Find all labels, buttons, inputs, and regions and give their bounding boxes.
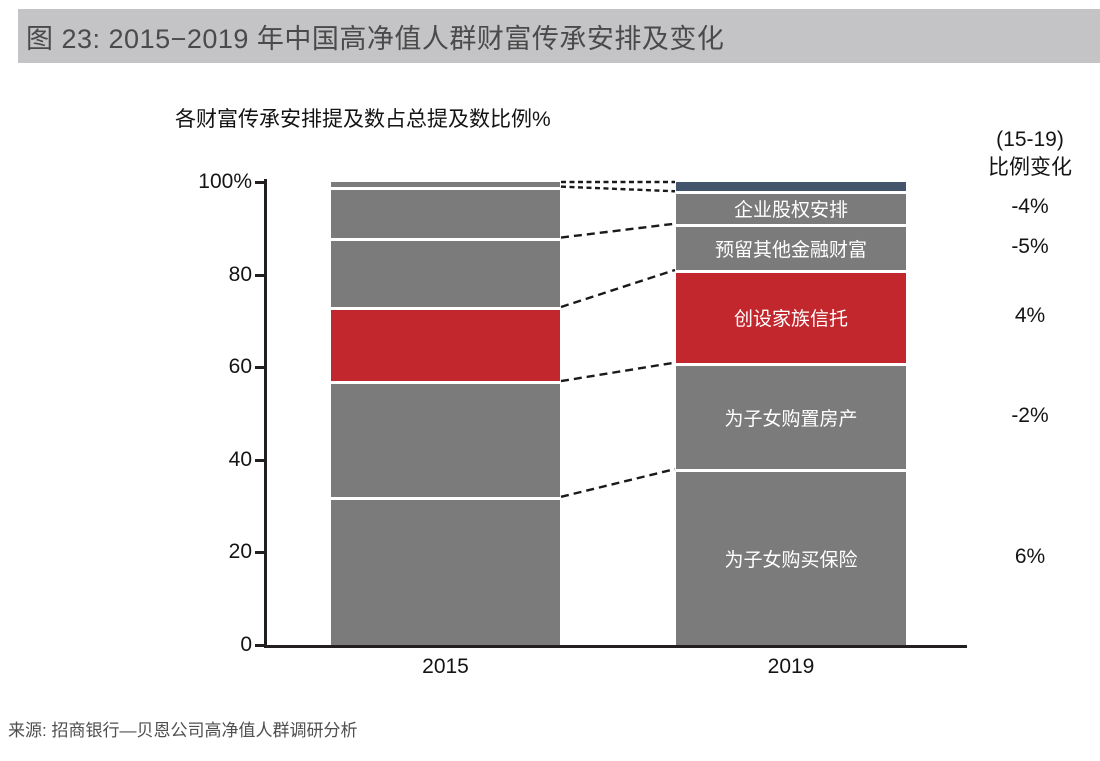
bar-segment [331,381,560,497]
segment-label: 创设家族信托 [733,309,848,331]
y-tick-label: 40 [228,447,252,471]
figure-title: 图 23: 2015−2019 年中国高净值人群财富传承安排及变化 [26,23,725,54]
dashed-connector [560,467,676,499]
dashed-connector [560,361,676,383]
y-tick-label: 20 [228,540,252,564]
y-axis-line [264,179,267,648]
y-tick-label: 80 [228,262,252,286]
y-axis-tick [255,551,264,555]
y-axis-tick [255,181,264,184]
dashed-connector [560,185,676,193]
bar-segment: 为子女购置房产 [676,362,906,470]
change-column-header-line1: (15-19) [996,128,1064,151]
dashed-connector [560,268,676,309]
bar-segment [676,182,906,192]
change-column-header: (15-19) 比例变化 [960,126,1100,182]
source-note: 来源: 招商银行—贝恩公司高净值人群调研分析 [8,721,358,740]
bar-segment [331,307,560,382]
bar-segment [331,186,560,238]
change-value: -5% [1011,234,1049,258]
figure-header-bar: 图 23: 2015−2019 年中国高净值人群财富传承安排及变化 [18,9,1100,63]
segment-label: 为子女购置房产 [724,408,858,430]
y-tick-label: 100% [198,170,252,193]
x-tick-label: 2015 [422,655,469,678]
y-tick-label: 0 [240,633,252,656]
change-value: 4% [1014,304,1046,328]
change-column-header-line2: 比例变化 [988,156,1072,179]
segment-label: 企业股权安排 [733,200,848,222]
bar-segment [331,237,560,307]
bar-segment: 企业股权安排 [676,191,906,224]
bar-segment: 创设家族信托 [676,269,906,363]
x-tick-label: 2019 [767,655,815,678]
y-axis-tick [255,644,264,647]
y-axis-tick [255,458,264,462]
bar-segment: 为子女购买保险 [676,469,906,645]
y-axis-tick [255,366,264,370]
change-value: -4% [1011,195,1049,219]
dashed-connector [560,222,676,239]
bar-segment [331,496,560,645]
change-value: 6% [1014,545,1046,569]
y-tick-label: 60 [228,355,252,379]
x-axis-line [264,645,967,648]
bar-segment: 预留其他金融财富 [676,223,906,270]
change-value: -2% [1011,403,1049,427]
segment-label: 预留其他金融财富 [714,239,867,261]
bar-segment [331,182,560,187]
y-axis-tick [255,273,264,277]
segment-label: 为子女购买保险 [724,550,858,572]
chart-subtitle: 各财富传承安排提及数占总提及数比例% [175,108,551,131]
